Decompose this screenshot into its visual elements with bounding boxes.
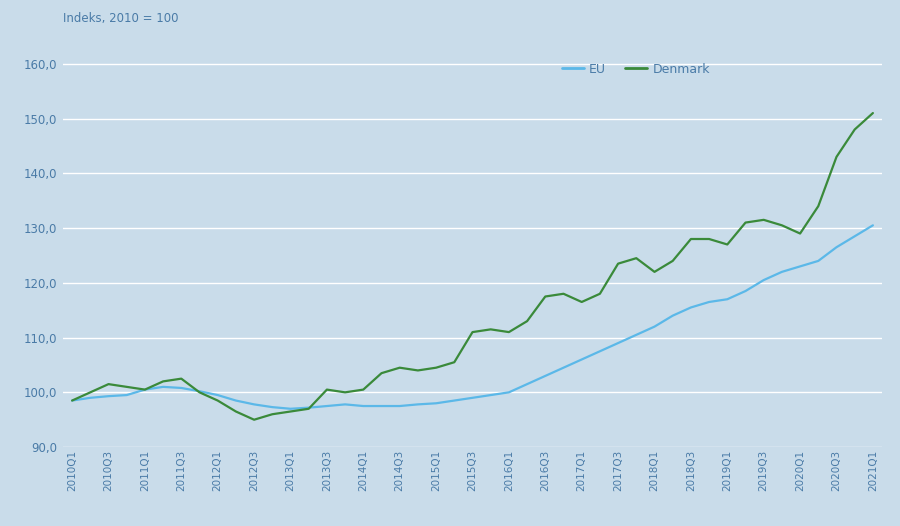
Denmark [831, 154, 842, 160]
Denmark [540, 294, 551, 300]
Denmark [613, 260, 624, 267]
Denmark [412, 367, 423, 373]
Denmark [850, 126, 860, 133]
Denmark [449, 359, 460, 366]
Legend: EU, Denmark: EU, Denmark [556, 57, 715, 80]
EU [613, 340, 624, 346]
Denmark [67, 398, 77, 404]
EU [485, 392, 496, 398]
Denmark [303, 406, 314, 412]
Denmark [522, 318, 533, 325]
EU [248, 401, 259, 408]
EU [686, 305, 697, 311]
EU [140, 387, 150, 393]
Denmark [339, 389, 350, 396]
Denmark [122, 383, 132, 390]
EU [831, 244, 842, 250]
EU [358, 403, 369, 409]
EU [394, 403, 405, 409]
EU [850, 233, 860, 239]
EU [67, 398, 77, 404]
Denmark [176, 376, 186, 382]
Denmark [595, 290, 606, 297]
EU [522, 381, 533, 387]
EU [540, 373, 551, 379]
Denmark [722, 241, 733, 248]
EU [431, 400, 442, 407]
EU [595, 348, 606, 355]
Line: Denmark: Denmark [72, 113, 873, 420]
Denmark [212, 398, 223, 404]
EU [376, 403, 387, 409]
Denmark [503, 329, 514, 335]
Denmark [576, 299, 587, 305]
Text: Indeks, 2010 = 100: Indeks, 2010 = 100 [63, 12, 178, 25]
Denmark [194, 389, 205, 396]
EU [449, 398, 460, 404]
Denmark [321, 387, 332, 393]
Denmark [558, 290, 569, 297]
EU [285, 406, 296, 412]
Denmark [431, 365, 442, 371]
Denmark [667, 258, 678, 264]
EU [722, 296, 733, 302]
EU [122, 392, 132, 398]
EU [813, 258, 824, 264]
EU [339, 401, 350, 408]
Denmark [704, 236, 715, 242]
Denmark [104, 381, 114, 387]
EU [321, 403, 332, 409]
Denmark [777, 222, 788, 228]
Denmark [467, 329, 478, 335]
EU [230, 398, 241, 404]
Denmark [230, 408, 241, 414]
EU [649, 323, 660, 330]
Denmark [485, 326, 496, 332]
Denmark [649, 269, 660, 275]
EU [158, 383, 168, 390]
Denmark [868, 110, 878, 116]
Line: EU: EU [72, 225, 873, 409]
EU [868, 222, 878, 228]
Denmark [813, 203, 824, 209]
EU [176, 385, 186, 391]
Denmark [631, 255, 642, 261]
EU [267, 404, 278, 410]
EU [85, 394, 95, 401]
EU [467, 394, 478, 401]
Denmark [140, 387, 150, 393]
Denmark [158, 378, 168, 385]
EU [194, 388, 205, 394]
EU [740, 288, 751, 294]
EU [704, 299, 715, 305]
Denmark [795, 230, 806, 237]
Denmark [394, 365, 405, 371]
EU [104, 393, 114, 399]
Denmark [376, 370, 387, 376]
EU [631, 332, 642, 338]
Denmark [358, 387, 369, 393]
Denmark [267, 411, 278, 418]
EU [212, 392, 223, 398]
Denmark [759, 217, 769, 223]
EU [558, 365, 569, 371]
EU [795, 263, 806, 269]
EU [576, 356, 587, 362]
EU [503, 389, 514, 396]
EU [759, 277, 769, 283]
EU [303, 404, 314, 411]
EU [667, 312, 678, 319]
Denmark [248, 417, 259, 423]
EU [777, 269, 788, 275]
Denmark [740, 219, 751, 226]
Denmark [85, 389, 95, 396]
EU [412, 401, 423, 408]
Denmark [686, 236, 697, 242]
Denmark [285, 408, 296, 414]
